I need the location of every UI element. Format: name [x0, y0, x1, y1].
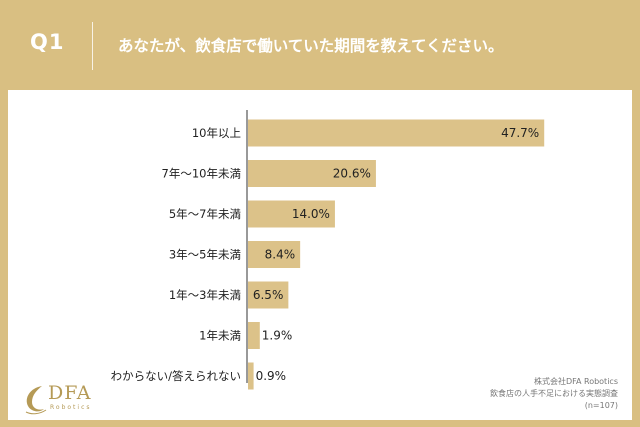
category-label: 1年未満 — [199, 329, 241, 343]
source-sample: (n=107) — [584, 401, 618, 410]
value-label: 20.6% — [333, 167, 371, 181]
header: Q1 あなたが、飲食店で働いていた期間を教えてください。 — [0, 0, 640, 90]
value-label: 6.5% — [253, 288, 284, 302]
logo-swirl-icon — [25, 386, 47, 415]
source-survey: 飲食店の人手不足における実態調査 — [490, 389, 618, 398]
category-label: わからない/答えられない — [111, 369, 241, 383]
question-text: あなたが、飲食店で働いていた期間を教えてください。 — [118, 37, 504, 55]
bar — [248, 119, 545, 147]
bar — [248, 241, 301, 268]
header-divider — [92, 22, 93, 70]
logo-text: DFA — [48, 382, 92, 404]
value-label: 8.4% — [265, 248, 296, 262]
bar — [248, 281, 289, 309]
category-label: 1年〜3年未満 — [169, 288, 241, 302]
category-label: 3年〜5年未満 — [169, 248, 241, 262]
question-number: Q1 — [30, 30, 65, 54]
bar — [248, 160, 376, 187]
value-label: 47.7% — [501, 126, 539, 140]
bar — [248, 362, 254, 390]
chart-card: 10年以上 47.7% 7年〜10年未満 20.6% 5年〜7年未満 14.0% 3年〜5年… — [8, 90, 632, 420]
value-label: 1.9% — [262, 329, 293, 343]
value-label: 0.9% — [256, 369, 286, 383]
value-label: 14.0% — [292, 207, 330, 221]
dfa-logo: DFA Robotics — [20, 382, 110, 416]
bar — [248, 200, 335, 228]
category-label: 7年〜10年未満 — [162, 167, 241, 181]
source-company: 株式会社DFA Robotics — [533, 377, 618, 386]
bar — [248, 322, 260, 349]
category-label: 5年〜7年未満 — [169, 207, 241, 221]
logo-subtext: Robotics — [50, 404, 92, 411]
category-label: 10年以上 — [192, 126, 241, 140]
source-note: 株式会社DFA Robotics 飲食店の人手不足における実態調査 (n=107… — [490, 376, 618, 412]
bar-chart: 10年以上 47.7% 7年〜10年未満 20.6% 5年〜7年未満 14.0% 3年〜5年… — [111, 110, 545, 390]
